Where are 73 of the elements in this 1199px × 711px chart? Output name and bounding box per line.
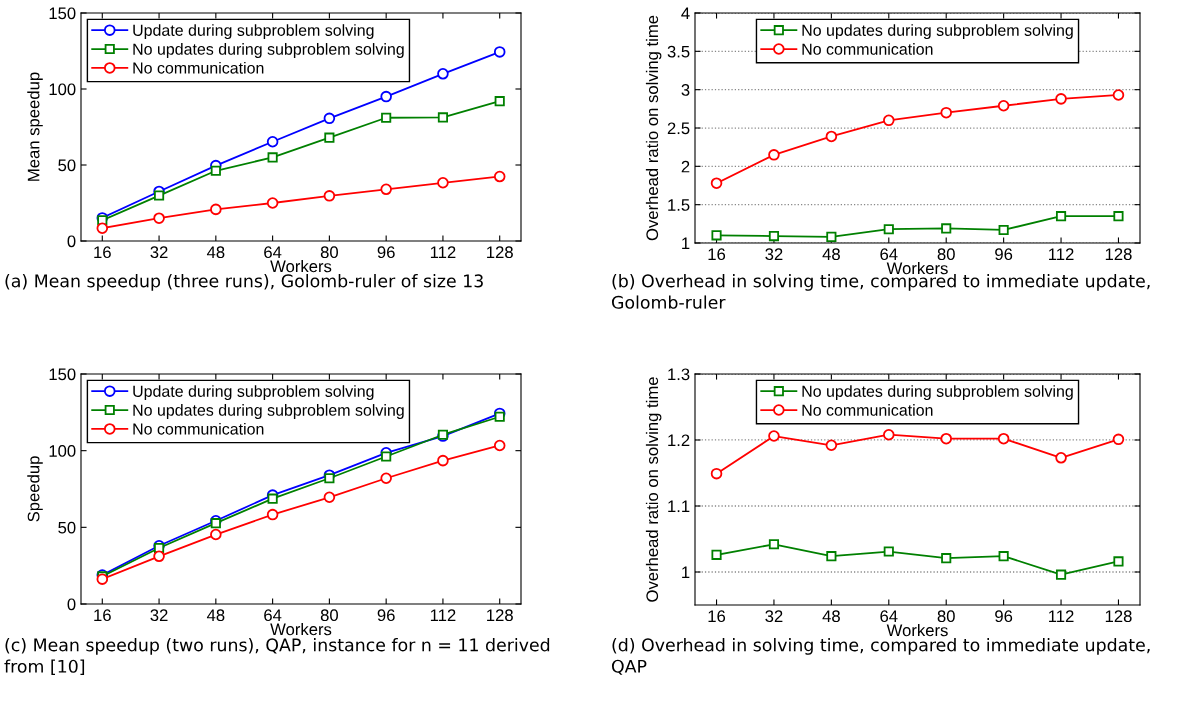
text: (a) Mean speedup (three runs), Golomb-ruler of size 13 <box>5 274 483 291</box>
y-tick-label: 150 <box>49 368 76 381</box>
legend-label: No updates during subproblem solving <box>802 24 1073 40</box>
y-tick-label: 150 <box>49 7 76 20</box>
text: (d) Overhead in solving time, compared to immediate update, QAP <box>611 638 1150 675</box>
x-tick-label: 96 <box>377 246 395 259</box>
y-tick-label: 2.5 <box>667 122 690 135</box>
y-tick-label: 2 <box>681 160 690 173</box>
x-tick-label: 112 <box>430 246 456 258</box>
x-tick-label: 48 <box>822 248 840 261</box>
legend-label: No updates during subproblem solving <box>802 385 1073 401</box>
y-axis-title: Mean speedup <box>27 72 43 181</box>
y-axis-title: Overhead ratio on solving time <box>645 377 662 602</box>
x-tick-label: 48 <box>822 610 840 623</box>
legend-label: Update during subproblem solving <box>133 24 374 40</box>
y-tick-label: 4 <box>681 7 690 20</box>
legend-label: No updates during subproblem solving <box>133 404 404 419</box>
x-tick-label: 16 <box>708 610 726 623</box>
legend-label: No updates during subproblem solving <box>133 43 404 58</box>
x-tick-label: 96 <box>995 248 1013 261</box>
x-tick-label: 64 <box>264 609 282 622</box>
x-tick-label: 32 <box>765 610 783 623</box>
x-axis-title: Workers <box>886 624 948 637</box>
x-tick-label: 80 <box>320 246 339 259</box>
x-tick-label: 32 <box>765 248 783 261</box>
y-tick-label: 100 <box>49 445 76 457</box>
x-tick-label: 128 <box>487 609 513 622</box>
x-tick-label: 128 <box>1105 610 1132 623</box>
y-tick-label: 100 <box>49 83 76 96</box>
x-tick-label: 80 <box>320 609 339 622</box>
x-tick-label: 128 <box>1105 248 1132 261</box>
x-tick-label: 96 <box>377 609 395 622</box>
text: (c) Mean speedup (two runs), QAP, instance for n = 11 derived from [10] <box>4 638 550 675</box>
x-tick-label: 16 <box>94 609 111 622</box>
y-tick-label: 1.2 <box>668 434 690 447</box>
x-axis-title: Workers <box>270 260 332 273</box>
legend-label: Update during subproblem solving <box>133 385 374 401</box>
x-tick-label: 64 <box>880 610 898 623</box>
x-tick-label: 112 <box>1049 610 1074 622</box>
y-tick-label: 0 <box>67 235 76 248</box>
x-tick-label: 80 <box>937 610 955 623</box>
x-tick-label: 16 <box>708 248 726 261</box>
x-tick-label: 80 <box>937 248 955 261</box>
x-tick-label: 48 <box>206 246 225 259</box>
x-tick-label: 48 <box>206 609 225 622</box>
y-tick-label: 1 <box>682 566 690 579</box>
y-tick-label: 50 <box>58 159 76 172</box>
y-tick-label: 1.3 <box>668 368 690 381</box>
legend-label: No communication <box>133 61 264 74</box>
y-tick-label: 1.5 <box>668 199 690 211</box>
x-axis-title: Workers <box>886 262 948 275</box>
y-tick-label: 1 <box>682 237 690 250</box>
y-tick-label: 50 <box>58 521 76 534</box>
y-tick-label: 3.5 <box>667 45 690 58</box>
y-axis-title: Speedup <box>27 456 43 522</box>
y-tick-label: 0 <box>67 598 76 611</box>
x-tick-label: 112 <box>1049 248 1074 260</box>
text: (b) Overhead in solving time, compared to immediate update, Golomb-ruler <box>611 274 1150 309</box>
x-tick-label: 64 <box>880 248 898 261</box>
x-tick-label: 32 <box>150 246 168 259</box>
y-tick-label: 1.1 <box>668 500 690 513</box>
x-tick-label: 128 <box>487 246 513 259</box>
x-tick-label: 32 <box>150 609 168 622</box>
legend-label: No communication <box>802 404 933 416</box>
x-tick-label: 96 <box>995 610 1013 623</box>
legend-label: No communication <box>133 422 264 435</box>
x-axis-title: Workers <box>270 623 332 636</box>
y-axis-title: Overhead ratio on solving time <box>645 15 662 241</box>
x-tick-label: 16 <box>94 246 111 259</box>
x-tick-label: 112 <box>430 609 456 621</box>
y-tick-label: 3 <box>681 84 690 96</box>
x-tick-label: 64 <box>264 246 282 259</box>
legend-label: No communication <box>802 43 933 55</box>
